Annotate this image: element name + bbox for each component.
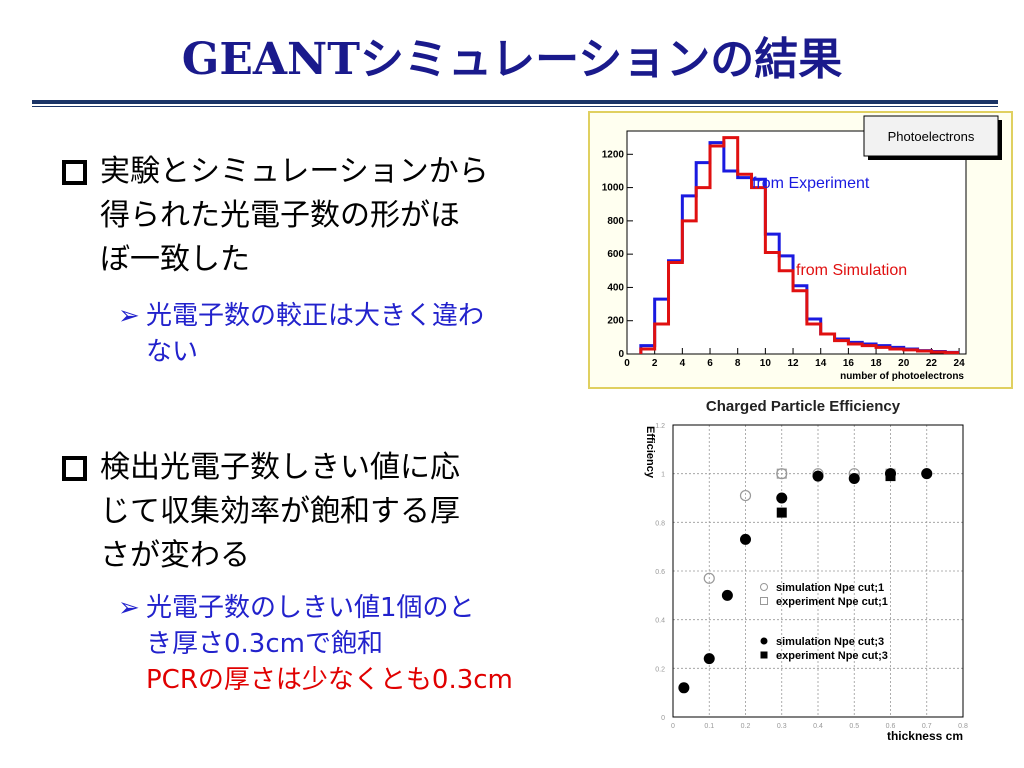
x-tick-label: 0.1 xyxy=(704,723,714,730)
x-axis-label: number of photoelectrons xyxy=(840,371,964,382)
y-tick-label: 0.6 xyxy=(655,569,665,576)
x-tick-label: 16 xyxy=(843,358,855,369)
y-tick-label: 0.8 xyxy=(655,520,665,527)
legend-marker xyxy=(760,651,768,659)
data-point xyxy=(721,589,733,601)
plot-area xyxy=(626,130,967,355)
x-tick-label: 20 xyxy=(898,358,910,369)
bullet-2-line-3: さが変わる xyxy=(100,538,250,573)
data-point xyxy=(739,489,752,502)
y-tick-label: 0 xyxy=(661,715,665,722)
x-tick-label: 0.3 xyxy=(777,723,787,730)
sub-bullet-2-line-3: PCRの厚さは少なくとも0.3cm xyxy=(146,665,513,695)
series-label-experiment: from Experiment xyxy=(752,175,870,192)
x-tick-label: 6 xyxy=(707,358,713,369)
sub-bullet-2-line-1: 光電子数のしきい値1個のと xyxy=(146,593,475,623)
y-axis-label: Efficiency xyxy=(644,426,656,479)
x-tick-label: 0.4 xyxy=(813,723,823,730)
x-tick-label: 0.5 xyxy=(849,723,859,730)
y-tick-label: 600 xyxy=(607,249,624,260)
legend-label: experiment Npe cut;1 xyxy=(776,596,888,608)
data-point xyxy=(848,473,860,485)
sub-bullet-1-line-2: ない xyxy=(146,337,199,367)
y-tick-label: 0 xyxy=(618,349,624,360)
efficiency-scatter: Charged Particle Efficiency 0 0.1 0.2 0.3 0.4… xyxy=(644,398,968,743)
bullet-1-line-2: 得られた光電子数の形がほ xyxy=(100,198,460,233)
legend-label: simulation Npe cut;1 xyxy=(776,582,884,594)
chart-title: Photoelectrons xyxy=(888,129,975,144)
bullet-2-line-2: じて収集効率が飽和する厚 xyxy=(100,494,460,529)
square-bullet-icon xyxy=(62,160,87,185)
x-tick-label: 18 xyxy=(870,358,882,369)
title-box xyxy=(863,115,999,157)
x-tick-label: 8 xyxy=(735,358,741,369)
data-point xyxy=(678,682,690,694)
y-tick-label: 1200 xyxy=(602,149,625,160)
x-tick-label: 24 xyxy=(954,358,966,369)
data-point xyxy=(703,572,715,584)
y-tick-label: 1.2 xyxy=(655,423,665,430)
legend-marker xyxy=(760,597,768,605)
title-underline xyxy=(32,100,998,104)
y-tick-label: 1000 xyxy=(602,183,625,194)
sub-bullet-1: ➢ 光電子数の較正は大きく違わ ない xyxy=(118,298,588,370)
y-tick-label: 400 xyxy=(607,282,624,293)
page-title: GEANTシミュレーションの結果 xyxy=(181,34,843,85)
x-tick-label: 14 xyxy=(815,358,827,369)
x-tick-label: 12 xyxy=(787,358,799,369)
chart-title: Charged Particle Efficiency xyxy=(706,398,901,415)
bullet-1-line-3: ぼ一致した xyxy=(100,242,250,277)
x-tick-label: 0.6 xyxy=(886,723,896,730)
y-tick-label: 0.4 xyxy=(655,618,665,625)
data-point xyxy=(740,533,751,545)
sub-bullet-2-line-2: き厚さ0.3cmで飽和 xyxy=(146,629,383,659)
y-tick-label: 800 xyxy=(607,216,624,227)
sub-bullet-2: ➢ 光電子数のしきい値1個のと き厚さ0.3cmで飽和 PCRの厚さは少なくとも… xyxy=(118,590,588,698)
x-tick-label: 2 xyxy=(652,358,658,369)
x-tick-label: 0 xyxy=(671,723,675,730)
data-point xyxy=(776,492,788,504)
title-underline-thin xyxy=(32,106,998,107)
legend-label: experiment Npe cut;3 xyxy=(776,650,888,662)
bullet-1-line-1: 実験とシミュレーションから xyxy=(100,154,489,189)
data-point xyxy=(885,471,896,482)
legend-marker xyxy=(760,637,768,645)
histogram-simulation xyxy=(639,136,960,355)
x-tick-label: 0.2 xyxy=(741,723,751,730)
sub-bullet-1-line-1: 光電子数の較正は大きく違わ xyxy=(146,301,485,331)
data-point xyxy=(776,507,787,518)
legend-label: simulation Npe cut;3 xyxy=(776,636,884,648)
data-point xyxy=(703,653,715,665)
y-tick-label: 1 xyxy=(661,472,665,479)
plot-area xyxy=(672,424,964,718)
y-tick-label: 200 xyxy=(607,316,624,327)
bullet-2: 検出光電子数しきい値に応 じて収集効率が飽和する厚 さが変わる xyxy=(62,446,582,578)
bullet-2-line-1: 検出光電子数しきい値に応 xyxy=(100,450,460,485)
efficiency-chart: Charged Particle Efficiency 0 0.1 0.2 0.3 0.4… xyxy=(628,392,978,747)
x-tick-label: 22 xyxy=(926,358,938,369)
legend-marker xyxy=(760,583,768,591)
series-label-simulation: from Simulation xyxy=(796,262,907,279)
x-tick-label: 0.8 xyxy=(958,723,968,730)
data-point xyxy=(812,470,824,482)
x-tick-label: 0.7 xyxy=(922,723,932,730)
square-bullet-icon xyxy=(62,456,87,481)
data-point xyxy=(921,468,933,480)
bullet-1: 実験とシミュレーションから 得られた光電子数の形がほ ぼ一致した xyxy=(62,150,582,282)
y-tick-label: 0.2 xyxy=(655,666,665,673)
photoelectrons-histogram: 0 2 4 6 8 10 12 14 16 18 20 22 240200400600800100012… xyxy=(602,115,1002,382)
x-tick-label: 10 xyxy=(760,358,772,369)
arrow-bullet-icon: ➢ xyxy=(118,301,140,331)
x-axis-label: thickness cm xyxy=(887,729,963,743)
photoelectrons-chart: 0 2 4 6 8 10 12 14 16 18 20 22 24 0 200 400 600 800 1000 12… xyxy=(588,111,1013,389)
arrow-bullet-icon: ➢ xyxy=(118,593,140,623)
data-point xyxy=(776,468,787,479)
x-tick-label: 4 xyxy=(680,358,686,369)
x-tick-label: 0 xyxy=(624,358,630,369)
